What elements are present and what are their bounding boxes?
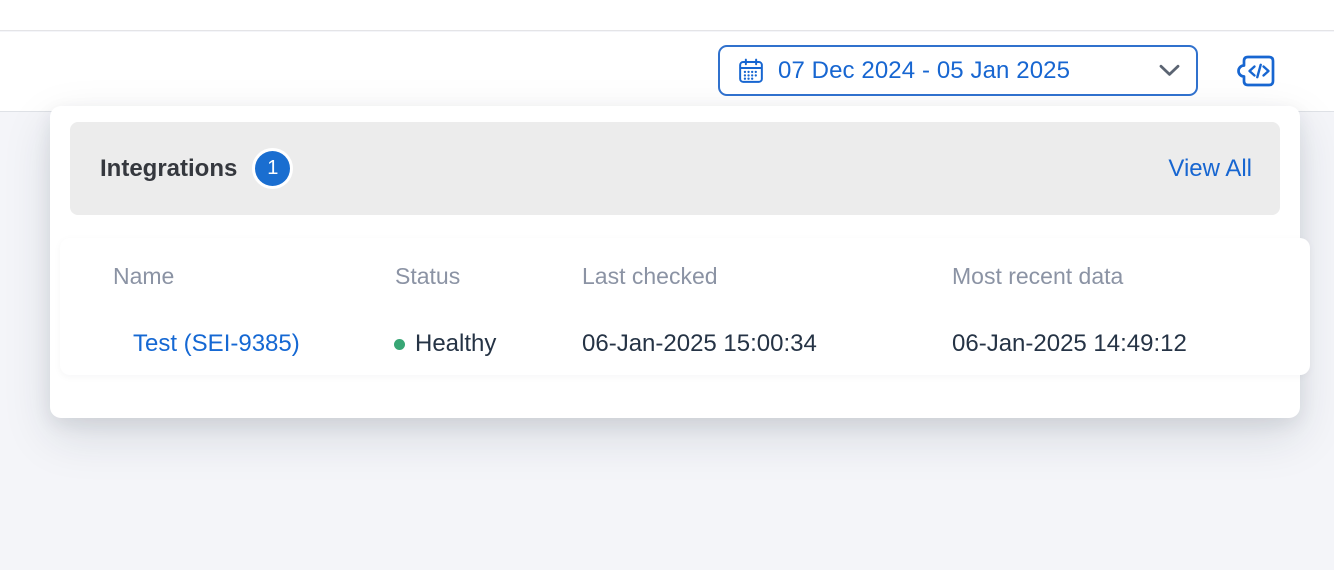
integrations-table: Name Status Last checked Most recent dat… <box>60 238 1310 375</box>
healthy-status-dot-icon <box>394 338 405 350</box>
integrations-header-band: Integrations 1 View All <box>70 122 1280 215</box>
column-header-name: Name <box>113 263 175 289</box>
date-range-button[interactable]: 07 Dec 2024 - 05 Jan 2025 <box>718 45 1198 96</box>
column-header-last-checked: Last checked <box>582 263 718 289</box>
view-all-link[interactable]: View All <box>1168 154 1252 182</box>
last-checked-value: 06-Jan-2025 15:00:34 <box>582 330 817 357</box>
chevron-down-icon <box>1159 64 1180 77</box>
code-widget-icon <box>1236 49 1280 93</box>
date-range-label: 07 Dec 2024 - 05 Jan 2025 <box>778 56 1071 84</box>
most-recent-data-value: 06-Jan-2025 14:49:12 <box>952 330 1187 357</box>
column-header-most-recent-data: Most recent data <box>952 263 1124 289</box>
popover-title: Integrations <box>100 154 238 182</box>
count-badge: 1 <box>255 151 291 186</box>
calendar-icon <box>737 57 765 85</box>
column-header-status: Status <box>395 263 461 289</box>
integrations-popover: Integrations 1 View All Name Status Last… <box>50 106 1310 418</box>
top-strip <box>0 0 1334 31</box>
status-cell: Healthy <box>394 330 496 358</box>
status-label: Healthy <box>415 330 497 357</box>
integration-name-link[interactable]: Test (SEI-9385) <box>133 330 300 357</box>
code-widget-button[interactable] <box>1235 48 1280 93</box>
